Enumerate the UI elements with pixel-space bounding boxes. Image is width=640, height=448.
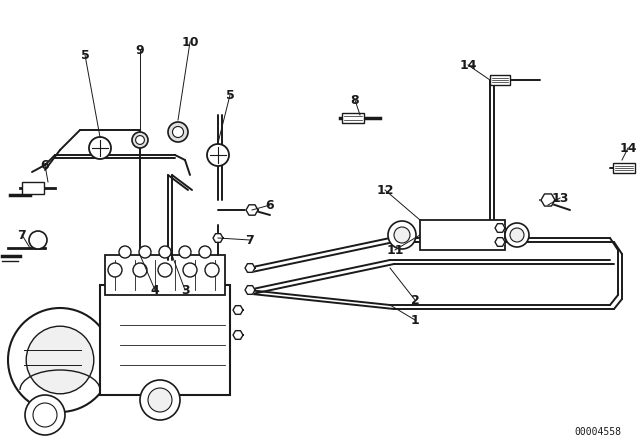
Circle shape — [119, 246, 131, 258]
Text: 5: 5 — [81, 48, 90, 61]
Circle shape — [207, 144, 229, 166]
Circle shape — [505, 223, 529, 247]
Circle shape — [136, 136, 145, 144]
Text: 11: 11 — [387, 244, 404, 257]
Circle shape — [133, 263, 147, 277]
Text: 5: 5 — [226, 89, 234, 102]
Text: 7: 7 — [18, 228, 26, 241]
Bar — [420, 220, 505, 250]
Circle shape — [183, 263, 197, 277]
Polygon shape — [495, 238, 505, 246]
Text: 7: 7 — [246, 233, 254, 246]
Circle shape — [25, 395, 65, 435]
Circle shape — [510, 228, 524, 242]
Polygon shape — [541, 194, 555, 206]
Polygon shape — [495, 224, 505, 233]
Bar — [342, 113, 364, 123]
Polygon shape — [246, 205, 258, 215]
Text: 00004558: 00004558 — [575, 427, 621, 437]
Circle shape — [159, 246, 171, 258]
Polygon shape — [233, 306, 243, 314]
Circle shape — [173, 126, 184, 138]
Circle shape — [132, 132, 148, 148]
Circle shape — [179, 246, 191, 258]
Text: 3: 3 — [180, 284, 189, 297]
Text: 8: 8 — [351, 94, 359, 107]
Circle shape — [388, 221, 416, 249]
Text: 4: 4 — [150, 284, 159, 297]
Polygon shape — [233, 331, 243, 339]
Text: 6: 6 — [266, 198, 275, 211]
Circle shape — [158, 263, 172, 277]
Circle shape — [394, 227, 410, 243]
Text: 9: 9 — [136, 43, 144, 56]
Circle shape — [29, 231, 47, 249]
Bar — [105, 255, 225, 295]
Circle shape — [168, 122, 188, 142]
Circle shape — [172, 126, 184, 138]
Circle shape — [140, 380, 180, 420]
Bar — [490, 75, 510, 85]
Bar — [613, 163, 635, 173]
Polygon shape — [213, 234, 223, 242]
Text: 14: 14 — [620, 142, 637, 155]
Text: 12: 12 — [376, 184, 394, 197]
Text: 1: 1 — [411, 314, 419, 327]
Bar — [100, 285, 230, 395]
Polygon shape — [245, 286, 255, 294]
Circle shape — [8, 308, 112, 412]
Circle shape — [108, 263, 122, 277]
Text: 13: 13 — [551, 191, 569, 204]
Text: 10: 10 — [181, 35, 199, 48]
Text: 6: 6 — [41, 159, 49, 172]
Text: 2: 2 — [411, 293, 419, 306]
Polygon shape — [245, 264, 255, 272]
Circle shape — [26, 326, 94, 394]
Circle shape — [205, 263, 219, 277]
Circle shape — [148, 388, 172, 412]
Circle shape — [33, 403, 57, 427]
Circle shape — [139, 246, 151, 258]
Circle shape — [89, 137, 111, 159]
Bar — [22, 182, 44, 194]
Text: 14: 14 — [460, 59, 477, 72]
Circle shape — [199, 246, 211, 258]
